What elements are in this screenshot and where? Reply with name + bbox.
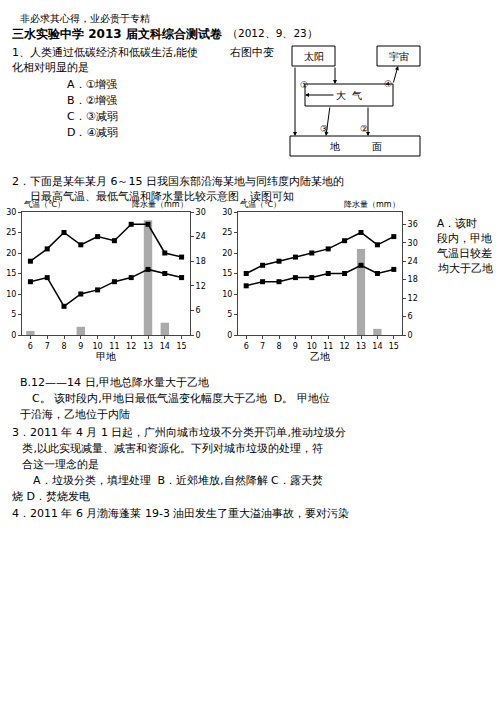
svg-text:15: 15	[6, 269, 16, 278]
svg-text:A．垃圾分类，填埋处理 B．近郊堆放,自然降解 C．露天焚: A．垃圾分类，填埋处理 B．近郊堆放,自然降解 C．露天焚	[12, 474, 323, 487]
svg-text:6: 6	[28, 342, 33, 351]
svg-text:降水量（mm）: 降水量（mm）	[344, 200, 400, 209]
svg-text:30: 30	[6, 208, 16, 217]
svg-text:18: 18	[196, 257, 206, 266]
svg-text:12: 12	[196, 282, 206, 291]
svg-text:气温（℃）: 气温（℃）	[240, 200, 281, 209]
svg-text:15: 15	[222, 269, 232, 278]
svg-text:10: 10	[6, 290, 16, 299]
svg-text:（2012、9、23）: （2012、9、23）	[227, 27, 318, 39]
svg-text:10: 10	[222, 290, 232, 299]
svg-text:烧 D．焚烧发电: 烧 D．焚烧发电	[12, 490, 90, 503]
svg-text:24: 24	[196, 232, 206, 241]
svg-text:11: 11	[109, 342, 119, 351]
svg-text:25: 25	[222, 228, 232, 237]
svg-text:6: 6	[408, 312, 413, 321]
svg-text:7: 7	[260, 342, 265, 351]
svg-text:于沿海，乙地位于内陆: 于沿海，乙地位于内陆	[20, 408, 130, 421]
svg-text:14: 14	[372, 342, 382, 351]
svg-text:4．2011 年 6 月渤海蓬莱 19-3 油田发生了重大溢: 4．2011 年 6 月渤海蓬莱 19-3 油田发生了重大溢油事故，要对污染	[12, 507, 349, 520]
svg-text:20: 20	[222, 249, 232, 258]
svg-text:合这一理念的是: 合这一理念的是	[12, 458, 100, 471]
svg-text:20: 20	[6, 249, 16, 258]
svg-text:宇宙: 宇宙	[389, 51, 409, 62]
svg-text:地 面: 地 面	[329, 141, 382, 152]
svg-text:D．④减弱: D．④减弱	[67, 126, 118, 139]
svg-text:类,以此实现减量、减害和资源化。下列对城市垃圾的处理，符: 类,以此实现减量、减害和资源化。下列对城市垃圾的处理，符	[12, 442, 323, 455]
svg-text:降水量（mm）: 降水量（mm）	[132, 200, 188, 209]
svg-text:①: ①	[300, 80, 308, 90]
svg-text:④: ④	[384, 79, 392, 89]
svg-text:11: 11	[323, 342, 333, 351]
svg-text:25: 25	[6, 228, 16, 237]
svg-text:36: 36	[408, 220, 418, 229]
svg-text:9: 9	[78, 342, 83, 351]
svg-text:③: ③	[320, 124, 328, 134]
svg-text:段内，甲地: 段内，甲地	[437, 232, 492, 244]
svg-text:B．②增强: B．②增强	[67, 94, 117, 107]
svg-text:15: 15	[389, 342, 399, 351]
svg-text:18: 18	[408, 275, 418, 284]
svg-text:7: 7	[45, 342, 50, 351]
svg-text:10: 10	[93, 342, 103, 351]
svg-text:5: 5	[227, 310, 232, 319]
svg-text:非必求其心得，业必贵于专精: 非必求其心得，业必贵于专精	[20, 13, 150, 24]
svg-text:C．③减弱: C．③减弱	[67, 110, 118, 123]
svg-text:3．2011 年 4 月 1 日起，广州向城市垃圾不分类开罚: 3．2011 年 4 月 1 日起，广州向城市垃圾不分类开罚单,推动垃圾分	[12, 426, 346, 439]
svg-text:均大于乙地: 均大于乙地	[437, 262, 493, 274]
svg-text:14: 14	[160, 342, 170, 351]
svg-text:6: 6	[196, 306, 201, 315]
svg-text:大 气: 大 气	[336, 90, 362, 101]
svg-text:0: 0	[196, 331, 201, 340]
svg-text:气温（℃）: 气温（℃）	[24, 200, 65, 209]
svg-text:24: 24	[408, 257, 418, 266]
svg-text:30: 30	[196, 208, 206, 217]
svg-text:15: 15	[177, 342, 187, 351]
svg-text:右图中变: 右图中变	[230, 46, 274, 59]
svg-text:30: 30	[222, 208, 232, 217]
svg-text:13: 13	[143, 342, 153, 351]
svg-text:6: 6	[244, 342, 249, 351]
svg-text:8: 8	[61, 342, 66, 351]
svg-text:A．①增强: A．①增强	[67, 78, 117, 91]
svg-text:0: 0	[408, 331, 413, 340]
svg-text:9: 9	[293, 342, 298, 351]
svg-text:2．下面是某年某月 6～15 日我国东部沿海某地与同纬度内陆: 2．下面是某年某月 6～15 日我国东部沿海某地与同纬度内陆某地的	[12, 175, 344, 188]
svg-text:A．该时: A．该时	[437, 217, 477, 229]
svg-text:12: 12	[408, 294, 418, 303]
svg-text:30: 30	[408, 239, 418, 248]
svg-text:太阳: 太阳	[304, 51, 324, 62]
svg-text:12: 12	[126, 342, 136, 351]
svg-text:0: 0	[227, 331, 232, 340]
svg-text:1、人类通过低碳经济和低碳生活,能使: 1、人类通过低碳经济和低碳生活,能使	[12, 46, 199, 59]
svg-text:气温日较差: 气温日较差	[437, 247, 492, 259]
svg-text:②: ②	[360, 124, 368, 134]
svg-text:8: 8	[276, 342, 281, 351]
svg-text:甲地: 甲地	[96, 351, 116, 362]
svg-text:10: 10	[307, 342, 317, 351]
svg-text:日最高气温、最低气温和降水量比较示意图，读图可知: 日最高气温、最低气温和降水量比较示意图，读图可知	[30, 190, 294, 203]
svg-text:化相对明显的是: 化相对明显的是	[12, 61, 89, 74]
svg-text:乙地: 乙地	[310, 351, 330, 362]
svg-text:13: 13	[356, 342, 366, 351]
svg-text:C。 该时段内,甲地日最低气温变化幅度大于乙地 D。 甲地: C。 该时段内,甲地日最低气温变化幅度大于乙地 D。 甲地位	[32, 392, 330, 405]
svg-text:B.12——14 日,甲地总降水量大于乙地: B.12——14 日,甲地总降水量大于乙地	[20, 376, 209, 389]
svg-text:12: 12	[340, 342, 350, 351]
svg-text:0: 0	[11, 331, 16, 340]
svg-text:三水实验中学 2013 届文科综合测试卷: 三水实验中学 2013 届文科综合测试卷	[12, 27, 222, 41]
svg-text:5: 5	[11, 310, 16, 319]
